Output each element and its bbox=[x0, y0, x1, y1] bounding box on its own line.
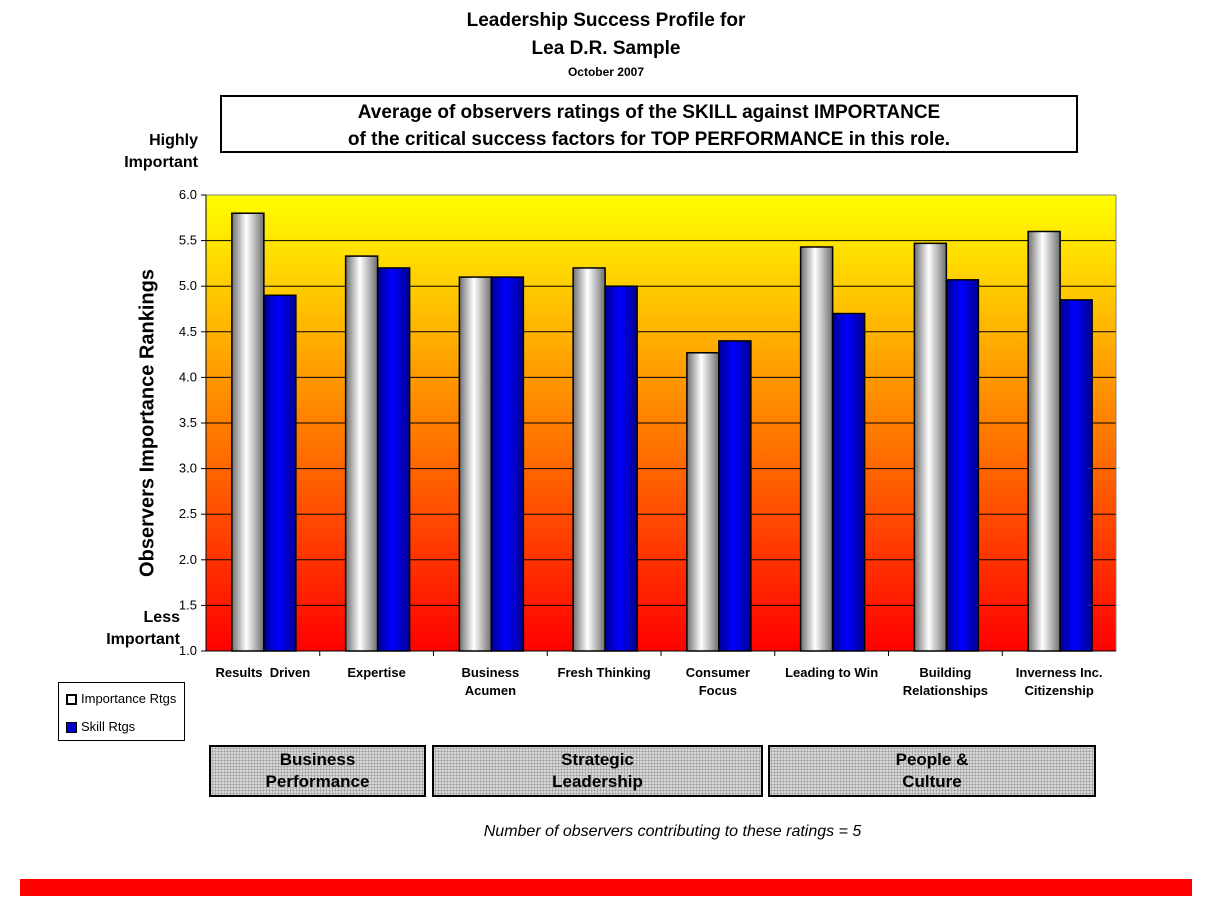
x-category-label: Acumen bbox=[465, 683, 516, 698]
chart-title: Leadership Success Profile for bbox=[466, 10, 746, 31]
bar-skill bbox=[945, 279, 980, 652]
y-tick-label: 4.5 bbox=[179, 324, 197, 339]
chart-subtitle-box: Average of observers ratings of the SKIL… bbox=[220, 95, 1078, 153]
y-tick-label: 5.0 bbox=[179, 278, 197, 293]
legend-swatch-skill bbox=[66, 721, 77, 733]
bar-importance bbox=[799, 246, 834, 652]
x-category-label: Inverness Inc. bbox=[1016, 665, 1103, 680]
bar-skill bbox=[1059, 299, 1093, 652]
legend-item-importance: Importance Rtgs bbox=[66, 691, 176, 707]
legend-swatch-importance bbox=[66, 693, 77, 705]
bar-skill bbox=[263, 294, 297, 652]
group-business-performance: Business Performance bbox=[209, 745, 426, 797]
y-tick-label: 6.0 bbox=[179, 187, 197, 202]
x-category-label: Consumer bbox=[686, 665, 750, 680]
bar-skill bbox=[831, 312, 866, 652]
chart-title-name: Lea D.R. Sample bbox=[531, 38, 681, 59]
observers-footnote: Number of observers contributing to thes… bbox=[483, 823, 862, 840]
y-axis-label: Observers Importance Rankings bbox=[136, 269, 159, 577]
chart-date: October 2007 bbox=[567, 65, 645, 79]
highly-important-label: Highly Important bbox=[124, 132, 198, 171]
x-category-label: Citizenship bbox=[1024, 683, 1093, 698]
y-tick-label: 2.5 bbox=[179, 506, 197, 521]
x-category-label: Business bbox=[461, 665, 519, 680]
footer-red-bar bbox=[20, 879, 1192, 896]
chart-subtitle-line1: Average of observers ratings of the SKIL… bbox=[357, 102, 941, 123]
x-category-label: Relationships bbox=[903, 683, 988, 698]
bar-importance bbox=[686, 352, 720, 652]
bar-importance bbox=[344, 255, 379, 652]
less-important-label: Less Important bbox=[106, 609, 180, 648]
bar-importance bbox=[913, 242, 948, 652]
bar-importance bbox=[572, 267, 606, 652]
y-tick-label: 4.0 bbox=[179, 369, 197, 384]
y-tick-label: 1.0 bbox=[179, 643, 197, 658]
bar-importance bbox=[458, 276, 493, 652]
y-tick-label: 1.5 bbox=[179, 597, 197, 612]
chart-legend: Importance Rtgs Skill Rtgs bbox=[58, 682, 185, 741]
x-category-label: Building bbox=[919, 665, 971, 680]
y-tick-label: 3.0 bbox=[179, 461, 197, 476]
y-tick-label: 5.5 bbox=[179, 233, 197, 248]
x-category-label: Leading to Win bbox=[785, 665, 878, 680]
x-category-label: Results Driven bbox=[216, 665, 311, 680]
chart-subtitle-line2: of the critical success factors for TOP … bbox=[347, 129, 951, 150]
bar-importance bbox=[1027, 230, 1061, 652]
bar-skill bbox=[718, 340, 752, 652]
x-category-label: Expertise bbox=[347, 665, 406, 680]
legend-item-skill: Skill Rtgs bbox=[66, 719, 135, 735]
y-tick-label: 3.5 bbox=[179, 415, 197, 430]
x-category-label: Focus bbox=[699, 683, 737, 698]
x-category-label: Fresh Thinking bbox=[558, 665, 651, 680]
y-tick-label: 2.0 bbox=[179, 552, 197, 567]
bar-skill bbox=[604, 285, 638, 652]
bar-skill bbox=[490, 276, 525, 652]
group-strategic-leadership: Strategic Leadership bbox=[432, 745, 763, 797]
bar-skill bbox=[376, 267, 411, 652]
bar-importance bbox=[231, 212, 265, 652]
group-people-culture: People & Culture bbox=[768, 745, 1096, 797]
